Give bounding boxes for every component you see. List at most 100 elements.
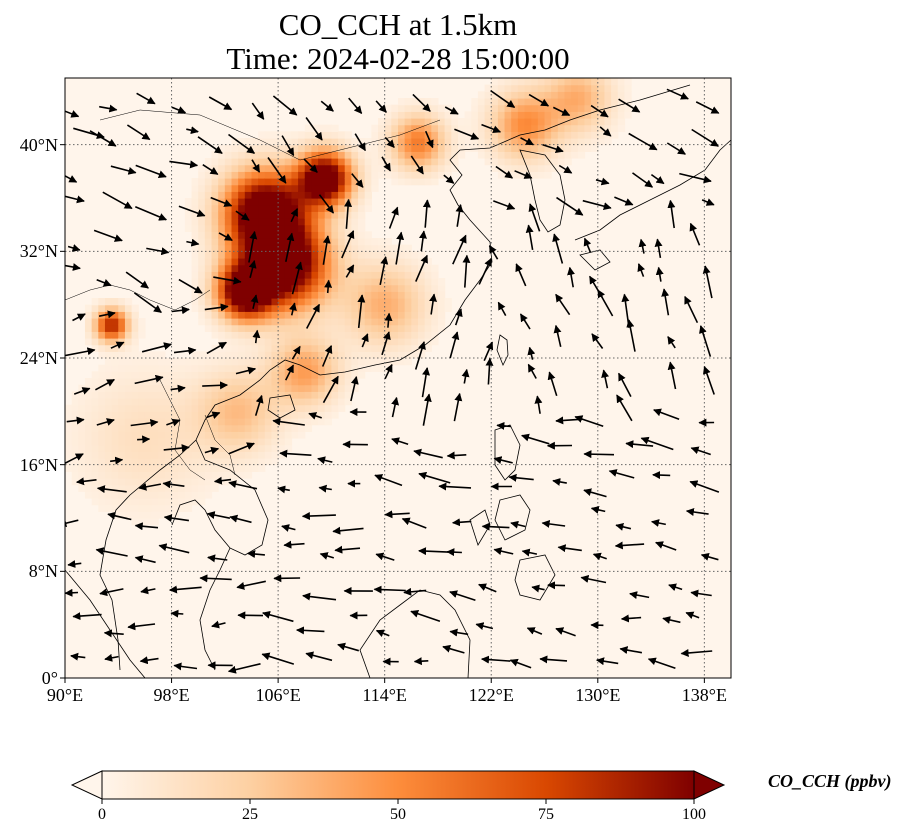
field-cell	[417, 351, 426, 359]
field-cell	[344, 144, 352, 152]
field-cell	[271, 398, 279, 406]
field-cell	[258, 198, 266, 206]
field-cell	[311, 244, 319, 252]
field-cell	[238, 364, 246, 372]
field-cell	[338, 351, 346, 359]
field-cell	[211, 178, 219, 186]
field-cell	[531, 98, 539, 106]
field-cell	[258, 171, 266, 179]
field-cell	[91, 471, 99, 479]
field-cell	[537, 91, 546, 99]
field-cell	[184, 498, 193, 506]
field-cell	[311, 324, 319, 332]
field-cell	[278, 244, 286, 252]
field-cell	[124, 464, 133, 472]
field-cell	[111, 498, 119, 506]
field-cell	[71, 398, 79, 406]
field-cell	[391, 171, 399, 179]
wind-arrow	[67, 244, 81, 252]
wind-arrow	[302, 592, 337, 601]
field-cell	[198, 251, 206, 259]
field-cell	[118, 351, 126, 359]
field-cell	[131, 484, 139, 492]
field-cell	[544, 131, 552, 139]
wind-arrow	[186, 126, 199, 135]
field-cell	[158, 358, 166, 366]
field-cell	[417, 111, 426, 119]
field-cell	[98, 364, 106, 372]
field-cell	[344, 398, 352, 406]
field-cell	[524, 84, 532, 92]
field-cell	[111, 364, 119, 372]
field-cell	[611, 84, 619, 92]
field-cell	[338, 218, 346, 226]
field-cell	[284, 424, 293, 432]
field-cell	[318, 178, 326, 186]
field-cell	[191, 244, 199, 252]
field-cell	[371, 151, 379, 159]
field-cell	[398, 304, 406, 312]
field-cell	[411, 271, 419, 279]
field-cell	[338, 138, 346, 146]
field-cell	[358, 218, 366, 226]
field-cell	[464, 144, 472, 152]
field-cell	[211, 318, 219, 326]
field-cell	[344, 338, 352, 346]
field-cell	[517, 144, 526, 152]
field-cell	[98, 458, 106, 466]
field-cell	[138, 431, 146, 439]
field-cell	[198, 298, 206, 306]
field-cell	[404, 264, 412, 272]
field-cell	[264, 438, 273, 446]
field-cell	[271, 171, 279, 179]
field-cell	[211, 431, 219, 439]
field-cell	[138, 518, 146, 526]
field-cell	[417, 131, 426, 139]
field-cell	[398, 164, 406, 172]
field-cell	[98, 471, 106, 479]
field-cell	[524, 78, 532, 86]
field-cell	[284, 211, 293, 219]
field-cell	[224, 438, 233, 446]
wind-arrow	[291, 345, 301, 360]
field-cell	[331, 384, 339, 392]
field-cell	[164, 504, 173, 512]
field-cell	[204, 298, 213, 306]
field-cell	[391, 318, 399, 326]
field-cell	[131, 358, 139, 366]
field-cell	[218, 431, 226, 439]
field-cell	[417, 298, 426, 306]
x-tick-label: 90°E	[46, 685, 84, 705]
wind-arrow	[438, 482, 472, 491]
field-cell	[204, 451, 213, 459]
field-cell	[264, 364, 273, 372]
field-cell	[318, 211, 326, 219]
field-cell	[251, 304, 259, 312]
field-cell	[358, 198, 366, 206]
field-cell	[298, 278, 306, 286]
field-cell	[451, 164, 459, 172]
field-cell	[291, 398, 299, 406]
field-cell	[278, 324, 286, 332]
field-cell	[378, 284, 386, 292]
field-cell	[304, 278, 313, 286]
field-cell	[118, 444, 126, 452]
field-cell	[84, 464, 93, 472]
wind-arrow	[141, 342, 172, 353]
field-cell	[537, 84, 546, 92]
field-cell	[557, 158, 566, 166]
field-cell	[364, 244, 372, 252]
field-cell	[211, 464, 219, 472]
wind-arrow	[391, 396, 400, 418]
field-cell	[278, 318, 286, 326]
field-cell	[224, 258, 233, 266]
field-cell	[124, 498, 133, 506]
colorbar-extend-max	[693, 770, 726, 800]
field-cell	[451, 118, 459, 126]
field-cell	[291, 231, 299, 239]
field-cell	[304, 151, 313, 159]
field-cell	[398, 131, 406, 139]
field-cell	[251, 318, 259, 326]
field-cell	[244, 204, 253, 212]
field-cell	[318, 184, 326, 192]
